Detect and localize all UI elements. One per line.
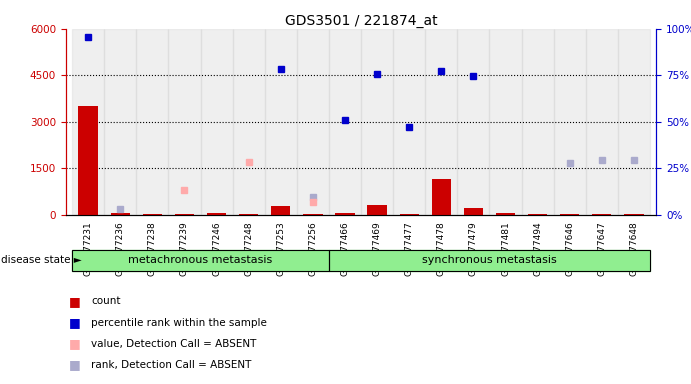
Bar xyxy=(592,214,612,215)
Bar xyxy=(271,206,290,215)
Text: disease state ►: disease state ► xyxy=(1,255,82,265)
Bar xyxy=(233,29,265,215)
Bar xyxy=(111,214,130,215)
Bar xyxy=(489,29,522,215)
Bar xyxy=(169,29,200,215)
Bar xyxy=(335,214,354,215)
Bar xyxy=(72,250,329,271)
Bar xyxy=(136,29,169,215)
Bar xyxy=(207,213,226,215)
Bar xyxy=(528,214,547,215)
Bar xyxy=(432,179,451,215)
Bar xyxy=(618,29,650,215)
Bar xyxy=(265,29,297,215)
Bar xyxy=(79,106,97,215)
Bar xyxy=(329,250,650,271)
Text: percentile rank within the sample: percentile rank within the sample xyxy=(91,318,267,328)
Bar xyxy=(104,29,136,215)
Bar xyxy=(297,29,329,215)
Bar xyxy=(457,29,489,215)
Text: metachronous metastasis: metachronous metastasis xyxy=(129,255,273,265)
Bar xyxy=(143,214,162,215)
Text: ■: ■ xyxy=(69,295,81,308)
Bar xyxy=(329,29,361,215)
Bar xyxy=(399,214,419,215)
Text: count: count xyxy=(91,296,121,306)
Text: rank, Detection Call = ABSENT: rank, Detection Call = ABSENT xyxy=(91,360,252,370)
Bar xyxy=(368,205,387,215)
Bar xyxy=(72,29,104,215)
Text: ■: ■ xyxy=(69,316,81,329)
Bar xyxy=(393,29,425,215)
Bar xyxy=(425,29,457,215)
Bar xyxy=(625,214,643,215)
Text: ■: ■ xyxy=(69,358,81,371)
Bar xyxy=(200,29,233,215)
Bar xyxy=(464,208,483,215)
Bar xyxy=(553,29,586,215)
Bar xyxy=(303,214,323,215)
Bar xyxy=(239,214,258,215)
Bar xyxy=(560,214,579,215)
Title: GDS3501 / 221874_at: GDS3501 / 221874_at xyxy=(285,14,437,28)
Bar xyxy=(361,29,393,215)
Bar xyxy=(496,213,515,215)
Bar xyxy=(329,250,650,271)
Text: synchronous metastasis: synchronous metastasis xyxy=(422,255,557,265)
Bar xyxy=(72,250,329,271)
Bar xyxy=(522,29,553,215)
Text: value, Detection Call = ABSENT: value, Detection Call = ABSENT xyxy=(91,339,256,349)
Bar xyxy=(175,214,194,215)
Bar xyxy=(586,29,618,215)
Text: ■: ■ xyxy=(69,337,81,350)
